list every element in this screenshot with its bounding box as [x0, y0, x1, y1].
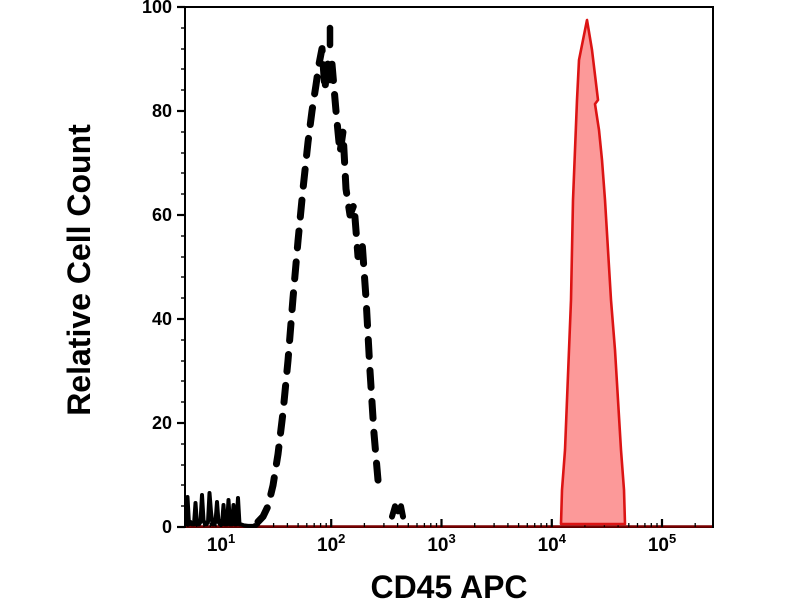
svg-text:20: 20 — [152, 413, 172, 433]
svg-text:101: 101 — [207, 531, 235, 556]
svg-text:80: 80 — [152, 101, 172, 121]
svg-text:Relative Cell Count: Relative Cell Count — [61, 124, 97, 416]
svg-text:CD45 APC: CD45 APC — [370, 569, 527, 600]
svg-text:100: 100 — [142, 0, 172, 17]
svg-text:60: 60 — [152, 205, 172, 225]
svg-text:40: 40 — [152, 309, 172, 329]
svg-text:105: 105 — [648, 531, 676, 556]
svg-text:102: 102 — [317, 531, 345, 556]
svg-text:103: 103 — [427, 531, 455, 556]
svg-text:104: 104 — [538, 531, 567, 556]
svg-text:0: 0 — [162, 517, 172, 537]
